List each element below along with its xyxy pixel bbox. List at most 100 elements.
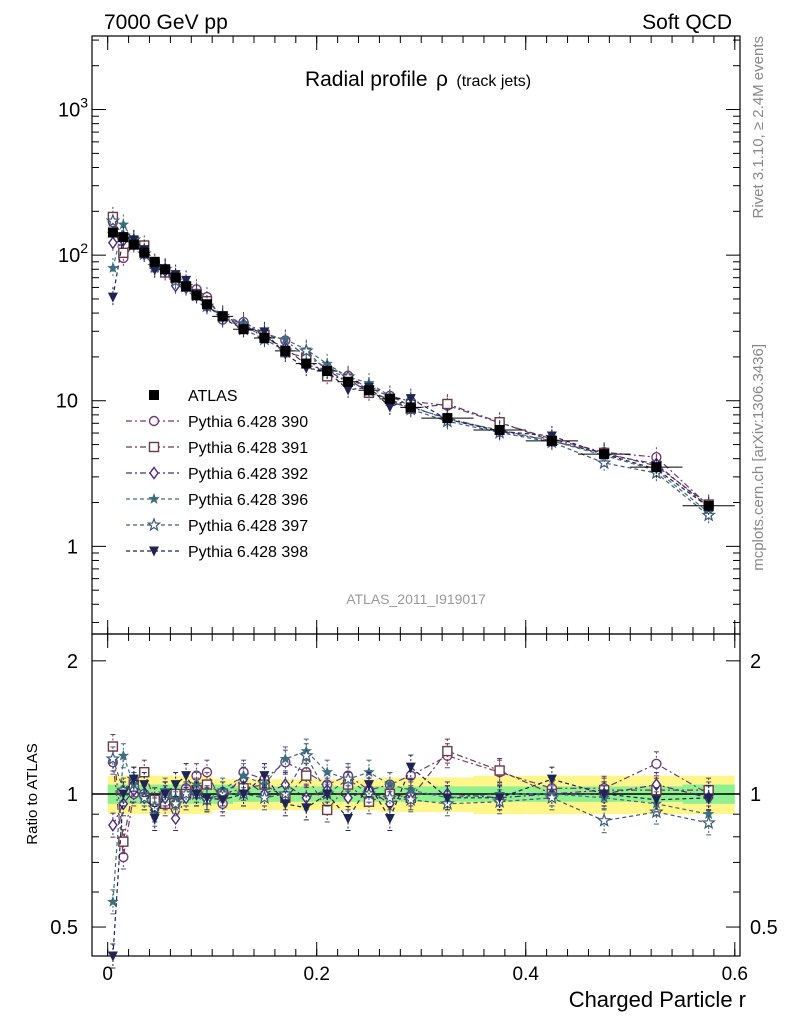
data-point-marker <box>546 435 557 446</box>
ratio-point-marker <box>105 751 121 766</box>
data-point-marker <box>160 264 171 275</box>
legend-label: Pythia 6.428 398 <box>188 544 308 561</box>
main-y-tick-label: 102 <box>58 240 88 267</box>
rivet-version-label: Rivet 3.1.10, ≥ 2.4M events <box>750 36 767 219</box>
main-point-marker <box>343 385 354 396</box>
data-point-marker <box>280 345 291 356</box>
data-point-marker <box>494 424 505 435</box>
main-point-marker <box>107 262 119 273</box>
main-point-marker <box>108 236 118 250</box>
ratio-point-marker <box>651 758 662 769</box>
main-point-marker <box>596 455 612 470</box>
data-point-marker <box>170 272 181 283</box>
ratio-point-marker <box>117 749 130 761</box>
ratio-point-marker <box>107 895 119 907</box>
legend-label: ATLAS <box>188 388 238 405</box>
main-point-marker <box>405 394 416 405</box>
ratio-point-marker <box>279 752 292 764</box>
ratio-point-marker <box>343 813 354 824</box>
main-data-points <box>107 227 735 511</box>
main-point-marker <box>181 275 192 286</box>
axis-ticks: 0 0.2 0.4 0.6 1 10 102 103 0.5 0.5 1 1 2 2 <box>50 36 778 985</box>
ratio-point-marker <box>181 771 192 782</box>
main-y-tick-label: 103 <box>58 95 88 122</box>
ratio-point-marker <box>321 766 333 777</box>
data-point-marker <box>322 366 333 377</box>
ratio-point-marker <box>168 796 183 810</box>
ratio-plot-series <box>105 734 717 969</box>
data-point-marker <box>139 247 150 258</box>
data-point-marker <box>128 239 139 250</box>
ratio-point-marker <box>128 774 139 785</box>
data-point-marker <box>217 311 228 322</box>
data-point-marker <box>259 332 270 343</box>
ratio-y-tick-label-left: 0.5 <box>50 917 78 939</box>
data-point-marker <box>107 227 118 238</box>
data-point-marker <box>181 281 192 292</box>
x-axis-label: Charged Particle r <box>569 987 746 1012</box>
main-series-line <box>112 216 709 505</box>
legend: ATLAS Pythia 6.428 390 Pythia 6.428 391 Pyt… <box>126 388 308 561</box>
ratio-point-marker <box>363 766 375 777</box>
main-point-marker <box>105 213 121 228</box>
ratio-point-marker <box>546 774 557 785</box>
ratio-plot-frame <box>91 633 741 957</box>
legend-entry-4: Pythia 6.428 397 <box>126 517 308 535</box>
data-point-marker <box>651 462 662 473</box>
legend-marker <box>148 415 160 427</box>
ratio-point-marker <box>280 799 291 810</box>
ratio-point-marker <box>298 748 314 762</box>
ratio-point-marker <box>321 804 333 816</box>
ratio-point-marker <box>118 836 129 847</box>
ratio-point-marker <box>170 780 181 791</box>
ratio-point-marker <box>190 778 203 790</box>
ratio-point-marker <box>301 770 312 781</box>
legend-marker <box>149 546 159 557</box>
ratio-point-marker <box>170 811 181 826</box>
legend-marker <box>149 390 159 400</box>
main-y-tick-label: 1 <box>67 536 78 558</box>
ratio-point-marker <box>191 789 202 800</box>
ratio-y-tick-label-right: 2 <box>750 651 761 673</box>
plot-title: Radial profile ρ (track jets) <box>305 68 531 91</box>
ratio-point-marker <box>343 791 353 805</box>
main-series-line <box>112 221 710 507</box>
data-point-marker <box>442 413 453 424</box>
ratio-point-marker <box>403 792 419 806</box>
main-point-marker <box>107 292 118 303</box>
main-point-marker <box>384 402 395 413</box>
ratio-point-marker <box>544 790 560 805</box>
data-point-marker <box>363 385 374 396</box>
legend-label: Pythia 6.428 396 <box>188 492 308 509</box>
plot-title-sub: (track jets) <box>456 73 531 90</box>
main-point-marker <box>442 398 453 410</box>
ratio-y-tick-label-right: 1 <box>750 784 761 806</box>
ratio-point-marker <box>363 780 374 791</box>
legend-marker <box>148 441 160 453</box>
legend-label: Pythia 6.428 397 <box>188 518 308 535</box>
x-tick-label: 0.4 <box>513 964 540 985</box>
data-point-marker <box>301 358 312 369</box>
data-point-marker <box>343 376 354 387</box>
ratio-point-marker <box>382 790 398 805</box>
ratio-y-tick-label-left: 2 <box>67 651 78 673</box>
x-tick-label: 0.2 <box>303 964 329 985</box>
ratio-point-marker <box>149 813 160 824</box>
main-point-marker <box>279 333 292 345</box>
ratio-series-5 <box>107 754 714 969</box>
x-tick-label: 0 <box>102 964 113 985</box>
ratio-point-marker <box>301 803 312 814</box>
ratio-point-marker <box>596 813 612 827</box>
main-series-line <box>112 236 709 508</box>
legend-entry-2: Pythia 6.428 392 <box>126 466 308 483</box>
ratio-point-marker <box>405 762 416 773</box>
ratio-point-marker <box>259 771 270 782</box>
ratio-point-marker <box>701 815 717 830</box>
ratio-point-marker <box>118 789 129 800</box>
ratio-y-axis-label: Ratio to ATLAS <box>24 743 41 844</box>
header-energy: 7000 GeV pp <box>104 11 228 34</box>
main-point-marker <box>298 343 314 358</box>
header-category: Soft QCD <box>642 11 732 34</box>
data-point-marker <box>118 232 129 243</box>
